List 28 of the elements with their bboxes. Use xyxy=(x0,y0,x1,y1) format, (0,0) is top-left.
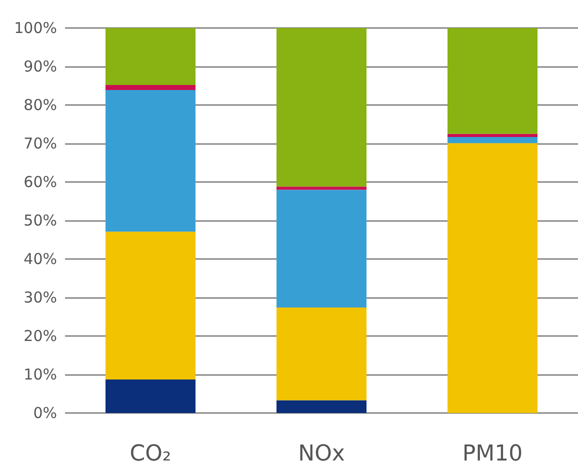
x-tick-label: NOx xyxy=(298,442,345,466)
y-tick-label: 10% xyxy=(24,366,57,384)
bar xyxy=(448,134,538,137)
bar xyxy=(276,186,366,190)
y-tick-label: 0% xyxy=(33,404,57,422)
bar xyxy=(276,308,366,400)
y-tick-label: 90% xyxy=(24,58,57,76)
bar xyxy=(448,143,538,413)
x-tick-label: PM10 xyxy=(462,442,523,466)
y-tick-label: 20% xyxy=(24,327,57,345)
x-tick-label: CO₂ xyxy=(130,442,172,466)
y-tick-label: 100% xyxy=(14,19,57,37)
y-tick-label: 50% xyxy=(24,212,57,230)
y-tick-label: 40% xyxy=(24,250,57,268)
bar xyxy=(276,190,366,308)
bar xyxy=(276,28,366,187)
bar xyxy=(106,380,196,413)
y-tick-label: 60% xyxy=(24,173,57,191)
bar xyxy=(106,90,196,232)
bar xyxy=(106,232,196,380)
bar xyxy=(448,136,538,144)
y-tick-label: 30% xyxy=(24,288,57,306)
y-tick-label: 70% xyxy=(24,134,57,152)
bar xyxy=(276,400,366,413)
bar xyxy=(106,84,196,90)
bar xyxy=(448,28,538,134)
y-tick-label: 80% xyxy=(24,96,57,114)
bar xyxy=(106,28,196,85)
